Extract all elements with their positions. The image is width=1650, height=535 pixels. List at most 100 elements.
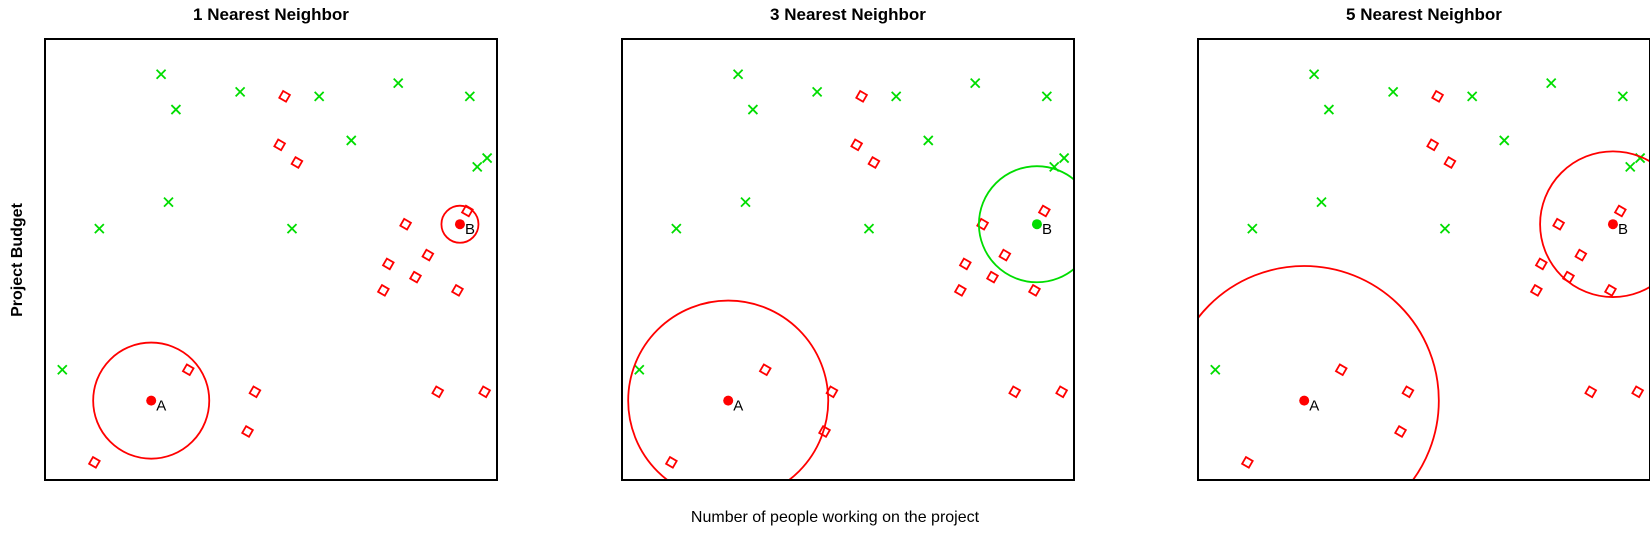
- green-cross-point: [732, 69, 744, 80]
- red-diamond-point: [1240, 455, 1254, 469]
- query-label-b: B: [1042, 221, 1052, 238]
- green-cross-point: [234, 86, 246, 98]
- red-diamond-point: [1027, 283, 1042, 297]
- red-diamond-point: [1584, 385, 1598, 399]
- green-cross-point: [1058, 152, 1070, 164]
- panel-3-nearest-neighbor: 3 Nearest Neighbor AB: [621, 5, 1075, 481]
- red-diamond-point: [985, 270, 1000, 284]
- red-diamond-point: [421, 248, 435, 262]
- red-diamond-point: [1401, 385, 1415, 399]
- green-cross-point: [1625, 161, 1636, 173]
- green-cross-point: [740, 197, 751, 208]
- green-cross-point: [891, 91, 902, 102]
- neighborhood-circle-b: [1539, 150, 1650, 298]
- plot-area: AB: [627, 69, 1074, 480]
- neighborhood-circle-b: [440, 204, 480, 244]
- red-diamond-point: [1426, 138, 1440, 152]
- red-diamond-point: [850, 138, 864, 152]
- green-cross-point: [923, 135, 934, 146]
- plot-area: AB: [1198, 69, 1650, 480]
- red-diamond-point: [1037, 204, 1051, 218]
- plot-frame: [621, 38, 1075, 481]
- panel-5-nearest-neighbor: 5 Nearest Neighbor AB: [1197, 5, 1650, 481]
- green-cross-point: [155, 69, 167, 80]
- green-cross-point: [1467, 91, 1478, 102]
- red-diamond-point: [1431, 89, 1445, 103]
- red-diamond-point: [958, 257, 972, 271]
- query-point-b: [1607, 219, 1618, 230]
- red-diamond-point: [1529, 283, 1543, 297]
- panel-title: 5 Nearest Neighbor: [1346, 5, 1502, 24]
- green-cross-point: [286, 223, 298, 234]
- green-cross-point: [1499, 135, 1510, 146]
- red-diamond-point: [976, 217, 990, 231]
- red-diamond-point: [1613, 204, 1627, 218]
- neighborhood-circle-a: [627, 299, 830, 480]
- red-diamond-point: [1574, 248, 1588, 262]
- query-label-b: B: [1618, 221, 1628, 238]
- red-diamond-point: [87, 455, 101, 469]
- red-diamond-point: [867, 155, 881, 170]
- plot-area: AB: [57, 69, 493, 469]
- green-cross-point: [1247, 223, 1258, 234]
- green-cross-point: [1308, 69, 1320, 80]
- x-axis-label: Number of people working on the project: [691, 509, 980, 526]
- query-point-b: [1031, 219, 1042, 230]
- red-diamond-point: [408, 270, 423, 284]
- green-cross-point: [393, 77, 404, 89]
- red-diamond-point: [381, 257, 395, 271]
- red-diamond-point: [664, 455, 678, 469]
- red-diamond-point: [1443, 155, 1457, 170]
- red-diamond-point: [1631, 385, 1645, 399]
- green-cross-point: [811, 86, 823, 98]
- red-diamond-point: [278, 89, 292, 103]
- green-cross-point: [747, 104, 759, 115]
- panel-title: 1 Nearest Neighbor: [193, 5, 349, 24]
- red-diamond-point: [953, 283, 967, 297]
- red-diamond-point: [1603, 283, 1618, 297]
- red-diamond-point: [1393, 424, 1408, 439]
- green-cross-point: [1210, 364, 1221, 375]
- red-diamond-point: [273, 138, 287, 152]
- green-cross-point: [464, 91, 475, 102]
- green-cross-point: [1439, 223, 1451, 234]
- plot-frame: [44, 38, 498, 481]
- y-axis-label: Project Budget: [9, 202, 26, 316]
- plot-frame: [1197, 38, 1650, 481]
- green-cross-point: [634, 364, 645, 375]
- green-cross-point: [970, 77, 981, 89]
- neighborhood-circle-a: [1198, 265, 1440, 480]
- green-cross-point: [671, 223, 682, 234]
- red-diamond-point: [240, 424, 255, 439]
- query-point-b: [454, 219, 465, 230]
- neighborhood-circle-a: [92, 341, 211, 460]
- red-diamond-point: [478, 385, 492, 399]
- panel-1-nearest-neighbor: 1 Nearest Neighbor AB: [44, 5, 498, 481]
- green-cross-point: [1546, 77, 1557, 89]
- red-diamond-point: [1534, 257, 1548, 271]
- green-cross-point: [481, 152, 493, 164]
- red-diamond-point: [450, 283, 465, 297]
- red-diamond-point: [248, 385, 262, 399]
- red-diamond-point: [1552, 217, 1566, 231]
- green-cross-point: [94, 223, 105, 234]
- neighborhood-circle-b: [978, 165, 1074, 284]
- red-diamond-point: [376, 283, 390, 297]
- green-cross-point: [1316, 197, 1327, 208]
- panel-title: 3 Nearest Neighbor: [770, 5, 926, 24]
- red-diamond-point: [1055, 385, 1069, 399]
- green-cross-point: [57, 364, 68, 375]
- red-diamond-point: [181, 363, 195, 377]
- green-cross-point: [1617, 91, 1628, 102]
- red-diamond-point: [758, 363, 772, 377]
- red-diamond-point: [855, 89, 869, 103]
- query-label-b: B: [465, 221, 475, 238]
- red-diamond-point: [817, 424, 832, 439]
- green-cross-point: [863, 223, 875, 234]
- query-label-a: A: [1309, 398, 1319, 415]
- green-cross-point: [170, 104, 182, 115]
- green-cross-point: [1323, 104, 1335, 115]
- green-cross-point: [1041, 91, 1052, 102]
- red-diamond-point: [431, 385, 445, 399]
